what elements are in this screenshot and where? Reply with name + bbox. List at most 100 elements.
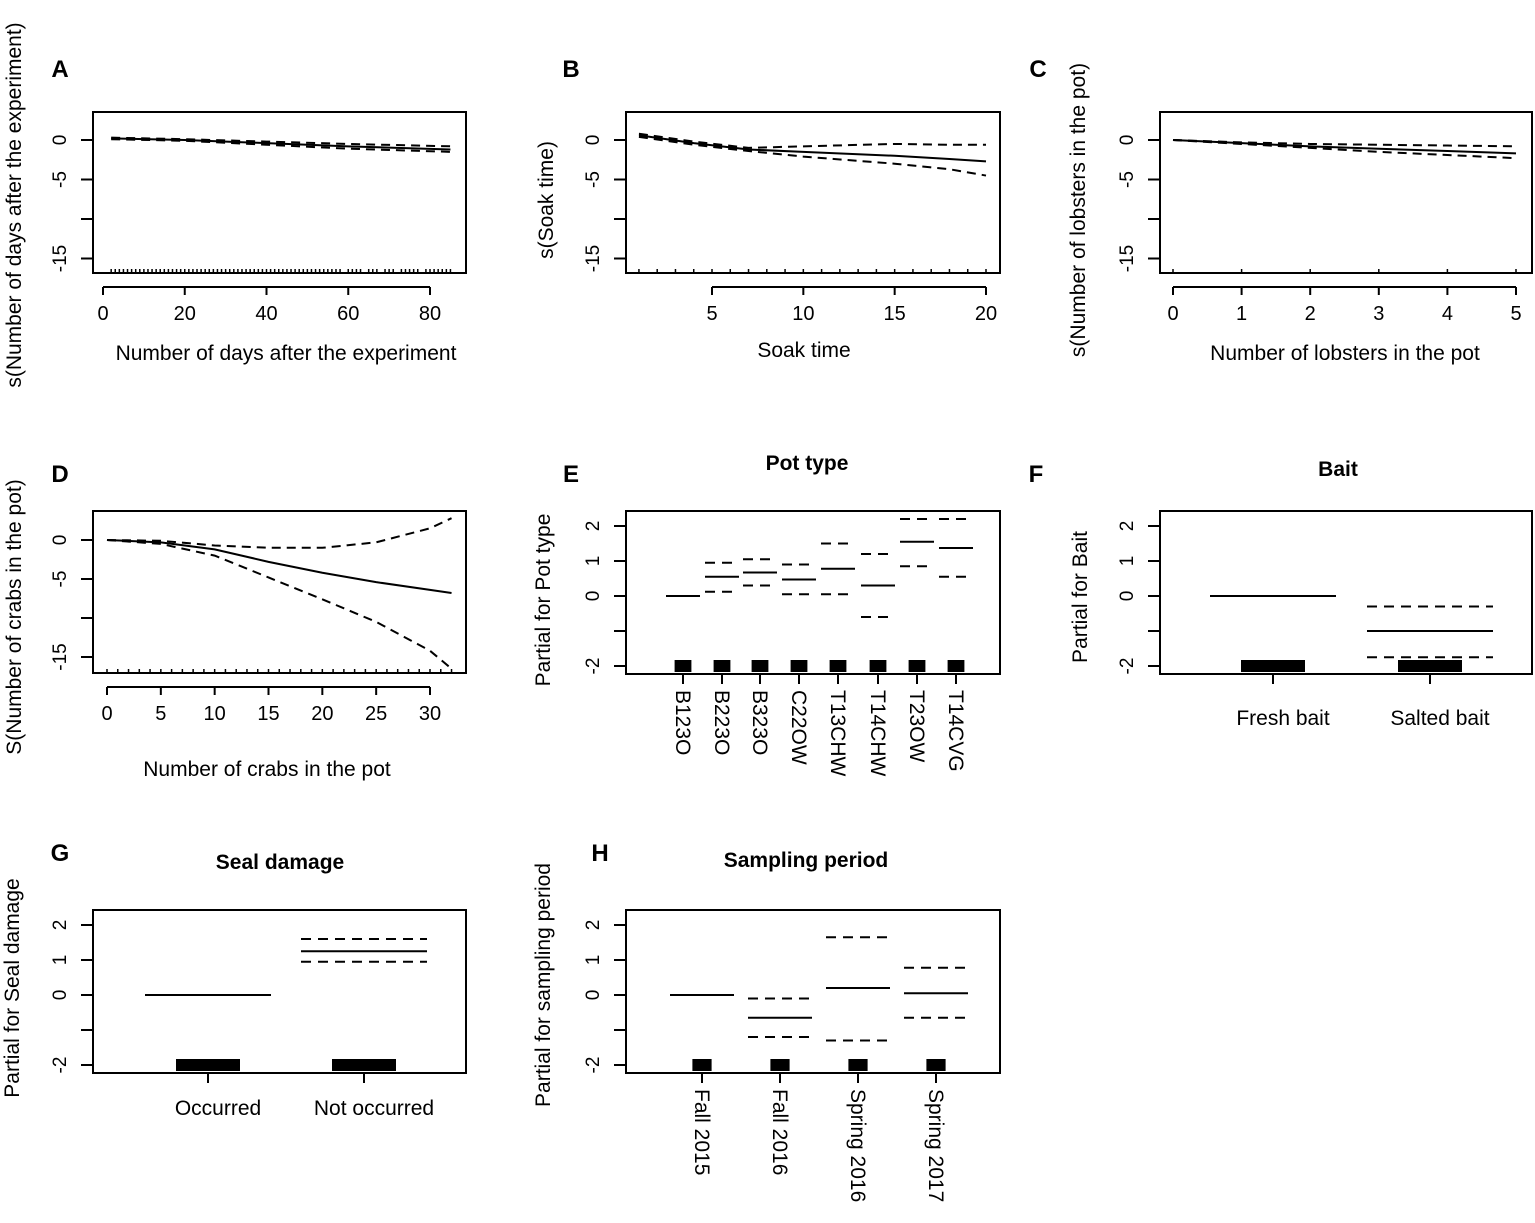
- y-axis-label: s(Soak time): [535, 141, 558, 259]
- x-tick-label: C22OW: [787, 690, 810, 765]
- rug-bar: [926, 1059, 946, 1071]
- panel-a: As(Number of days after the experiment) 0…: [3, 22, 467, 388]
- rug-bar: [1241, 660, 1305, 672]
- upper-ci-line: [106, 517, 452, 549]
- rug-bar: [790, 660, 808, 672]
- panel-b: Bs(Soak time) 0 -5 -15 5 10 15 20 Soak time: [535, 56, 1001, 362]
- y-tick-label: 0: [583, 591, 604, 602]
- y-tick-label: 1: [50, 955, 71, 966]
- x-tick-label: 2: [1305, 303, 1316, 325]
- x-tick-label: 10: [792, 303, 814, 325]
- rug-bar: [176, 1059, 240, 1071]
- y-tick-label: 2: [1117, 521, 1138, 532]
- y-axis-label: s(Number of lobsters in the pot): [1067, 63, 1090, 357]
- x-axis-label: Soak time: [757, 339, 850, 362]
- rug-bar: [829, 660, 847, 672]
- y-tick-label: 0: [583, 990, 604, 1001]
- panel-letter: F: [1029, 461, 1044, 488]
- rug-bar: [908, 660, 926, 672]
- panel-g: G Seal damage Partial for Seal damage 2 1 0 -2…: [1, 840, 467, 1120]
- x-tick-label: B123O: [671, 690, 694, 755]
- panel-letter: C: [1029, 56, 1046, 83]
- x-tick-label: Spring 2016: [846, 1089, 869, 1202]
- x-axis-label: Number of lobsters in the pot: [1210, 342, 1480, 365]
- y-tick-label: 0: [50, 135, 71, 146]
- panel-letter: B: [562, 56, 579, 83]
- y-tick-label: -5: [1117, 171, 1138, 188]
- x-tick-label: 0: [97, 303, 108, 325]
- rug-bar: [713, 660, 731, 672]
- y-tick-label: 0: [1117, 135, 1138, 146]
- x-tick-label: 5: [155, 703, 166, 725]
- x-tick-label: T14CHW: [866, 690, 889, 777]
- y-tick-label: -15: [50, 643, 71, 670]
- y-tick-label: -5: [50, 571, 71, 588]
- y-tick-label: 0: [50, 990, 71, 1001]
- y-tick-label: -2: [50, 1057, 71, 1074]
- rug-bar: [751, 660, 769, 672]
- lower-ci-line: [106, 539, 453, 670]
- y-tick-label: -15: [583, 245, 604, 272]
- panel-letter: G: [51, 840, 70, 867]
- panel-h: H Sampling period Partial for sampling per…: [532, 840, 1001, 1202]
- y-axis-label: S(Number of crabs in the pot): [3, 479, 26, 754]
- rug-bar: [332, 1059, 396, 1071]
- plot-frame: [625, 510, 1001, 675]
- x-tick-label: Salted bait: [1390, 707, 1489, 730]
- x-axis-label: Number of crabs in the pot: [143, 758, 391, 781]
- upper-ci-line: [111, 136, 451, 148]
- y-tick-label: -15: [1117, 245, 1138, 272]
- x-tick-label: Spring 2017: [924, 1089, 947, 1202]
- x-tick-label: Fresh bait: [1236, 707, 1330, 730]
- x-tick-label: 4: [1442, 303, 1453, 325]
- fit-line: [1172, 139, 1517, 155]
- y-tick-label: -2: [1117, 658, 1138, 675]
- y-tick-label: -15: [50, 245, 71, 272]
- x-tick-label: B223O: [710, 690, 733, 755]
- y-axis-label: Partial for Pot type: [532, 514, 555, 687]
- rug-bar: [1398, 660, 1462, 672]
- panel-d: D S(Number of crabs in the pot) 0 -5 -15 0 5 10…: [3, 461, 467, 781]
- chart-title: Seal damage: [216, 851, 344, 874]
- x-tick-label: T23OW: [905, 690, 928, 763]
- y-axis-label: Partial for Seal damage: [1, 878, 24, 1097]
- plot-frame: [1159, 510, 1533, 675]
- y-axis-label: Partial for Bait: [1069, 531, 1092, 663]
- plot-frame: [625, 909, 1001, 1074]
- fit-line: [638, 134, 987, 163]
- plot-frame: [92, 111, 467, 274]
- x-tick-label: 5: [706, 303, 717, 325]
- plot-frame: [92, 909, 467, 1074]
- chart-title: Pot type: [766, 452, 849, 475]
- chart-title: Bait: [1318, 458, 1358, 481]
- y-axis-label: s(Number of days after the experiment): [3, 22, 26, 387]
- x-tick-label: 10: [204, 703, 226, 725]
- lower-ci-line: [111, 138, 451, 153]
- y-tick-label: -2: [583, 1057, 604, 1074]
- rug-bar: [770, 1059, 790, 1071]
- rug-bar: [848, 1059, 868, 1071]
- x-tick-label: Fall 2016: [768, 1089, 791, 1175]
- upper-ci-line: [638, 132, 986, 149]
- x-tick-label: 60: [337, 303, 359, 325]
- x-tick-label: 25: [365, 703, 387, 725]
- y-tick-label: 1: [583, 556, 604, 567]
- fit-line: [106, 539, 452, 595]
- y-tick-label: -5: [50, 171, 71, 188]
- x-tick-label: 15: [257, 703, 279, 725]
- y-tick-label: 0: [583, 135, 604, 146]
- y-tick-label: 0: [1117, 591, 1138, 602]
- x-tick-label: 15: [884, 303, 906, 325]
- x-tick-label: T13CHW: [826, 690, 849, 777]
- y-tick-label: 2: [583, 920, 604, 931]
- panel-letter: H: [591, 840, 608, 867]
- panel-letter: A: [51, 56, 68, 83]
- rug-bar: [869, 660, 887, 672]
- x-tick-label: 0: [101, 703, 112, 725]
- y-axis-label: Partial for sampling period: [532, 863, 555, 1107]
- lower-ci-line: [1172, 139, 1517, 160]
- x-tick-label: Fall 2015: [690, 1089, 713, 1175]
- rug-bar: [692, 1059, 712, 1071]
